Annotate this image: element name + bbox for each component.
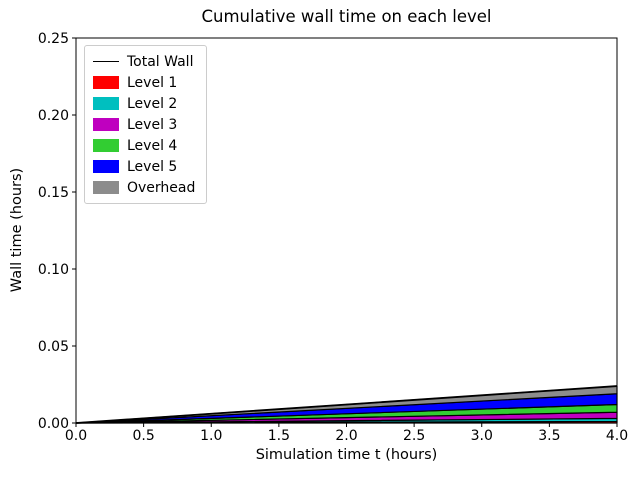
legend-label: Level 3 [127, 116, 178, 133]
legend-swatch [93, 139, 119, 152]
legend-swatch [93, 160, 119, 173]
legend-swatch [93, 118, 119, 131]
legend-swatch [93, 76, 119, 89]
chart-title: Cumulative wall time on each level [201, 7, 492, 26]
y-tick-label: 0.00 [38, 416, 69, 432]
x-tick-label: 1.0 [200, 428, 222, 444]
legend-label: Total Wall [127, 53, 194, 70]
legend-item-level-5: Level 5 [93, 156, 195, 177]
legend-label: Level 1 [127, 74, 178, 91]
y-tick-label: 0.20 [38, 108, 69, 124]
legend-label: Level 5 [127, 158, 178, 175]
y-tick-label: 0.15 [38, 185, 69, 201]
x-tick-label: 4.0 [606, 428, 628, 444]
legend-label: Level 2 [127, 95, 178, 112]
x-axis-label: Simulation time t (hours) [255, 447, 438, 463]
y-tick-label: 0.25 [38, 31, 69, 47]
legend-label: Overhead [127, 179, 196, 196]
legend-swatch [93, 97, 119, 110]
x-tick-label: 3.0 [471, 428, 493, 444]
legend-item-level-1: Level 1 [93, 72, 195, 93]
total-wall-line [75, 385, 618, 424]
x-tick-label: 1.5 [268, 428, 290, 444]
x-tick-label: 2.5 [403, 428, 425, 444]
legend-item-total-wall: Total Wall [93, 51, 195, 72]
legend-item-level-2: Level 2 [93, 93, 195, 114]
y-tick-label: 0.10 [38, 262, 69, 278]
legend-item-level-3: Level 3 [93, 114, 195, 135]
legend-line-sample [93, 61, 119, 62]
legend-item-level-4: Level 4 [93, 135, 195, 156]
legend-swatch [93, 181, 119, 194]
x-tick-label: 3.5 [538, 428, 560, 444]
legend-item-overhead: Overhead [93, 177, 195, 198]
x-tick-label: 0.5 [132, 428, 154, 444]
legend: Total Wall Level 1 Level 2 Level 3 Level 4 Le… [84, 45, 208, 204]
legend-label: Level 4 [127, 137, 178, 154]
x-tick-label: 0.0 [65, 428, 87, 444]
y-axis-label: Wall time (hours) [9, 167, 25, 293]
y-tick-label: 0.05 [38, 339, 69, 355]
x-tick-label: 2.0 [335, 428, 357, 444]
